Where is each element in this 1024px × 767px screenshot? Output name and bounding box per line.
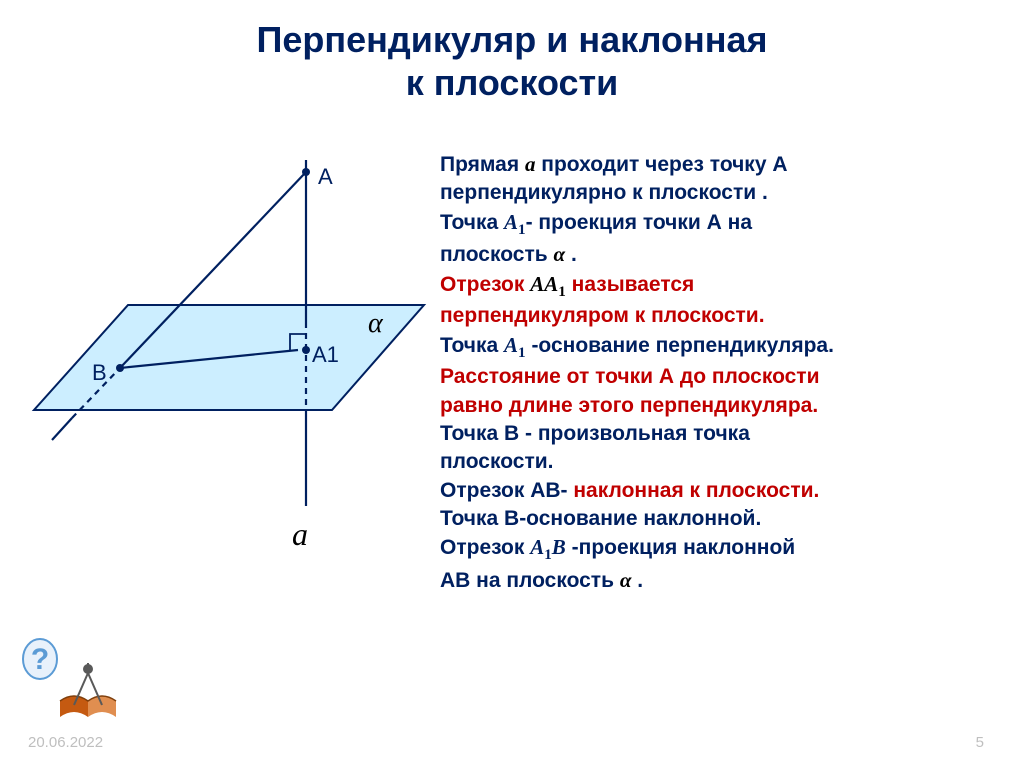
diagram-svg-overlay <box>12 160 432 540</box>
label-point-B: В <box>92 360 107 386</box>
label-point-A1: А1 <box>312 342 339 368</box>
footer-page-number: 5 <box>976 734 984 751</box>
label-plane-alpha: α <box>368 308 383 340</box>
footer-date: 20.06.2022 <box>28 734 103 751</box>
title-line-2: к плоскости <box>0 61 1024 104</box>
label-line-a: a <box>292 516 308 553</box>
slide-title: Перпендикуляр и наклонная к плоскости <box>0 0 1024 104</box>
svg-text:?: ? <box>31 643 49 676</box>
label-point-A: А <box>318 164 333 190</box>
geometry-diagram: А А1 Вα a <box>12 160 432 590</box>
book-icon <box>60 696 116 717</box>
content-text: Прямая a проходит через точку Аперпендик… <box>440 150 984 595</box>
slide: { "title": { "line1": "Перпендикуляр и н… <box>0 0 1024 767</box>
corner-decorative-icon: ? <box>16 633 126 723</box>
question-mark-icon: ? <box>23 639 57 679</box>
title-line-1: Перпендикуляр и наклонная <box>0 18 1024 61</box>
